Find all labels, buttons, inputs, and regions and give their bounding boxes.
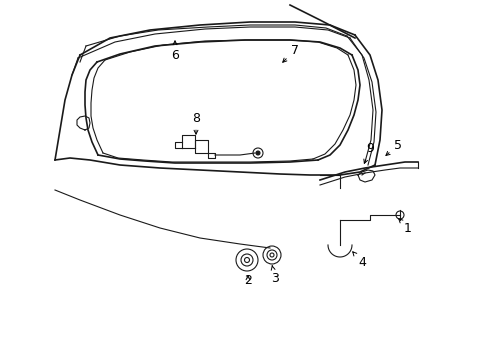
Text: 8: 8 (192, 112, 200, 134)
Text: 7: 7 (282, 44, 298, 62)
Text: 9: 9 (363, 141, 373, 163)
Text: 1: 1 (398, 219, 411, 234)
Circle shape (256, 151, 260, 155)
Text: 3: 3 (270, 266, 278, 284)
Circle shape (244, 257, 249, 262)
Text: 5: 5 (385, 139, 401, 156)
Text: 2: 2 (244, 275, 251, 288)
Text: 6: 6 (171, 41, 179, 62)
Circle shape (236, 249, 258, 271)
Circle shape (395, 211, 403, 219)
Circle shape (252, 148, 263, 158)
Circle shape (269, 253, 273, 257)
Circle shape (263, 246, 281, 264)
Text: 4: 4 (352, 252, 365, 269)
Circle shape (266, 250, 276, 260)
Circle shape (241, 254, 252, 266)
